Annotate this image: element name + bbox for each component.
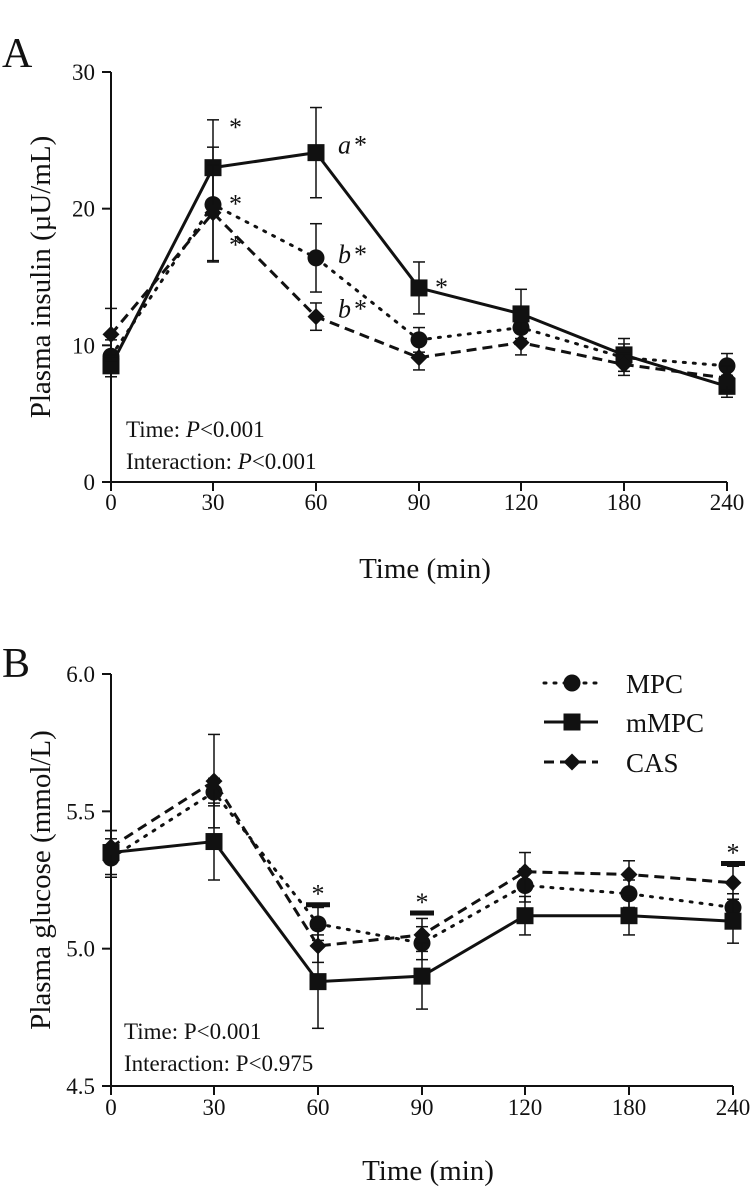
stats-value: <0.001 [252,449,317,474]
y-tick-label: 4.5 [66,1074,95,1099]
series-cas-point [615,355,633,373]
group-letter-annotation: b [338,295,351,324]
y-tick-label: 0 [84,470,96,495]
significance-asterisk: * [727,839,740,868]
series-mmpc-point [620,907,638,925]
series-cas-point [724,874,742,892]
x-tick-label: 0 [105,1095,117,1120]
x-tick-label: 180 [607,490,642,515]
series-mmpc-point [512,305,530,323]
panel-label: B [2,641,30,687]
x-tick-label: 180 [612,1095,647,1120]
series-cas-point [102,838,120,856]
series-cas-point [718,369,736,387]
stats-label: Time: [126,417,186,442]
y-axis-label: Plasma insulin (µU/mL) [25,136,57,419]
series-cas-point [410,349,428,367]
legend: MPC mMPC CAS [542,669,704,778]
x-axis-label: Time (min) [362,1155,494,1187]
series-cas [102,733,742,964]
series-mpc-point [620,885,638,903]
x-tick-label: 90 [408,490,431,515]
panel-b-glucose-chart: B 4.5 5.0 5.5 6.0 0 30 60 90 120 180 240 Plasma gluc… [2,641,750,1187]
x-tick-label: 30 [202,490,225,515]
legend-cas-point [563,753,581,771]
legend-mpc-point [563,674,581,692]
panel-label: A [2,31,33,77]
series-cas-point [307,308,325,326]
series-mmpc-point [205,833,223,851]
series-mpc-point [309,915,327,933]
y-tick-label: 5.5 [66,799,95,824]
series-mmpc-point [413,967,431,985]
y-tick-label: 10 [72,333,95,358]
x-tick-label: 240 [710,490,745,515]
stats-p: P [237,449,252,474]
series-mmpc-point [516,907,534,925]
series-cas [102,164,736,392]
stats-line: Time: P<0.001 [126,417,265,442]
series-cas-point [204,204,222,222]
significance-asterisk: * [229,113,242,142]
y-axis-label: Plasma glucose (mmol/L) [25,730,57,1030]
group-letter-annotation: a [338,131,351,160]
stats-label: Time: [124,1019,184,1044]
stats-value: <0.001 [200,417,265,442]
stats-p: P [236,1051,249,1076]
series-cas-point [516,863,534,881]
legend-label-mpc: MPC [626,669,683,699]
series-cas-point [413,926,431,944]
panel-a-insulin-chart: A 0 10 20 30 0 30 60 90 120 180 240 Plasma insulin (… [2,31,744,585]
legend-mmpc-point [563,713,581,731]
series-mpc-point [307,249,325,267]
y-tick-label: 20 [72,197,95,222]
series-mmpc-point [102,357,120,375]
series-mpc-point [410,331,428,349]
y-tick-label: 6.0 [66,662,95,687]
group-letter-annotation: b [338,240,351,269]
series-mmpc-point [307,144,325,162]
stats-value: <0.975 [249,1051,314,1076]
series-cas-point [512,334,530,352]
x-tick-label: 30 [203,1095,226,1120]
x-tick-label: 120 [504,490,539,515]
series-cas-point [102,325,120,343]
stats-p: P [185,417,200,442]
stats-p: P [184,1019,197,1044]
series-cas-point [205,772,223,790]
series-cas-point [309,937,327,955]
significance-asterisk: * [354,295,367,324]
x-axis-label: Time (min) [359,553,491,585]
stats-line: Time: P<0.001 [124,1019,261,1044]
stats-line: Interaction: P<0.001 [126,449,317,474]
stats-label: Interaction: [124,1051,236,1076]
significance-asterisk: * [229,189,242,218]
stats-value: <0.001 [197,1019,262,1044]
x-tick-label: 60 [305,490,328,515]
series-mmpc-point [410,279,428,297]
legend-label-mmpc: mMPC [626,708,704,738]
x-tick-label: 90 [411,1095,434,1120]
significance-asterisk: * [416,888,429,917]
series-mmpc-point [724,912,742,930]
y-tick-label: 30 [72,60,95,85]
series-mmpc-point [309,973,327,991]
legend-label-cas: CAS [626,748,679,778]
x-tick-label: 120 [508,1095,543,1120]
significance-asterisk: * [354,131,367,160]
stats-label: Interaction: [126,449,238,474]
significance-asterisk: * [229,230,242,259]
stats-line: Interaction: P<0.975 [124,1051,313,1076]
significance-asterisk: * [312,880,325,909]
significance-asterisk: * [435,273,448,302]
x-tick-label: 0 [105,490,117,515]
y-tick-label: 5.0 [66,937,95,962]
x-tick-label: 240 [716,1095,751,1120]
series-cas-point [620,866,638,884]
significance-asterisk: * [354,240,367,269]
x-tick-label: 60 [307,1095,330,1120]
